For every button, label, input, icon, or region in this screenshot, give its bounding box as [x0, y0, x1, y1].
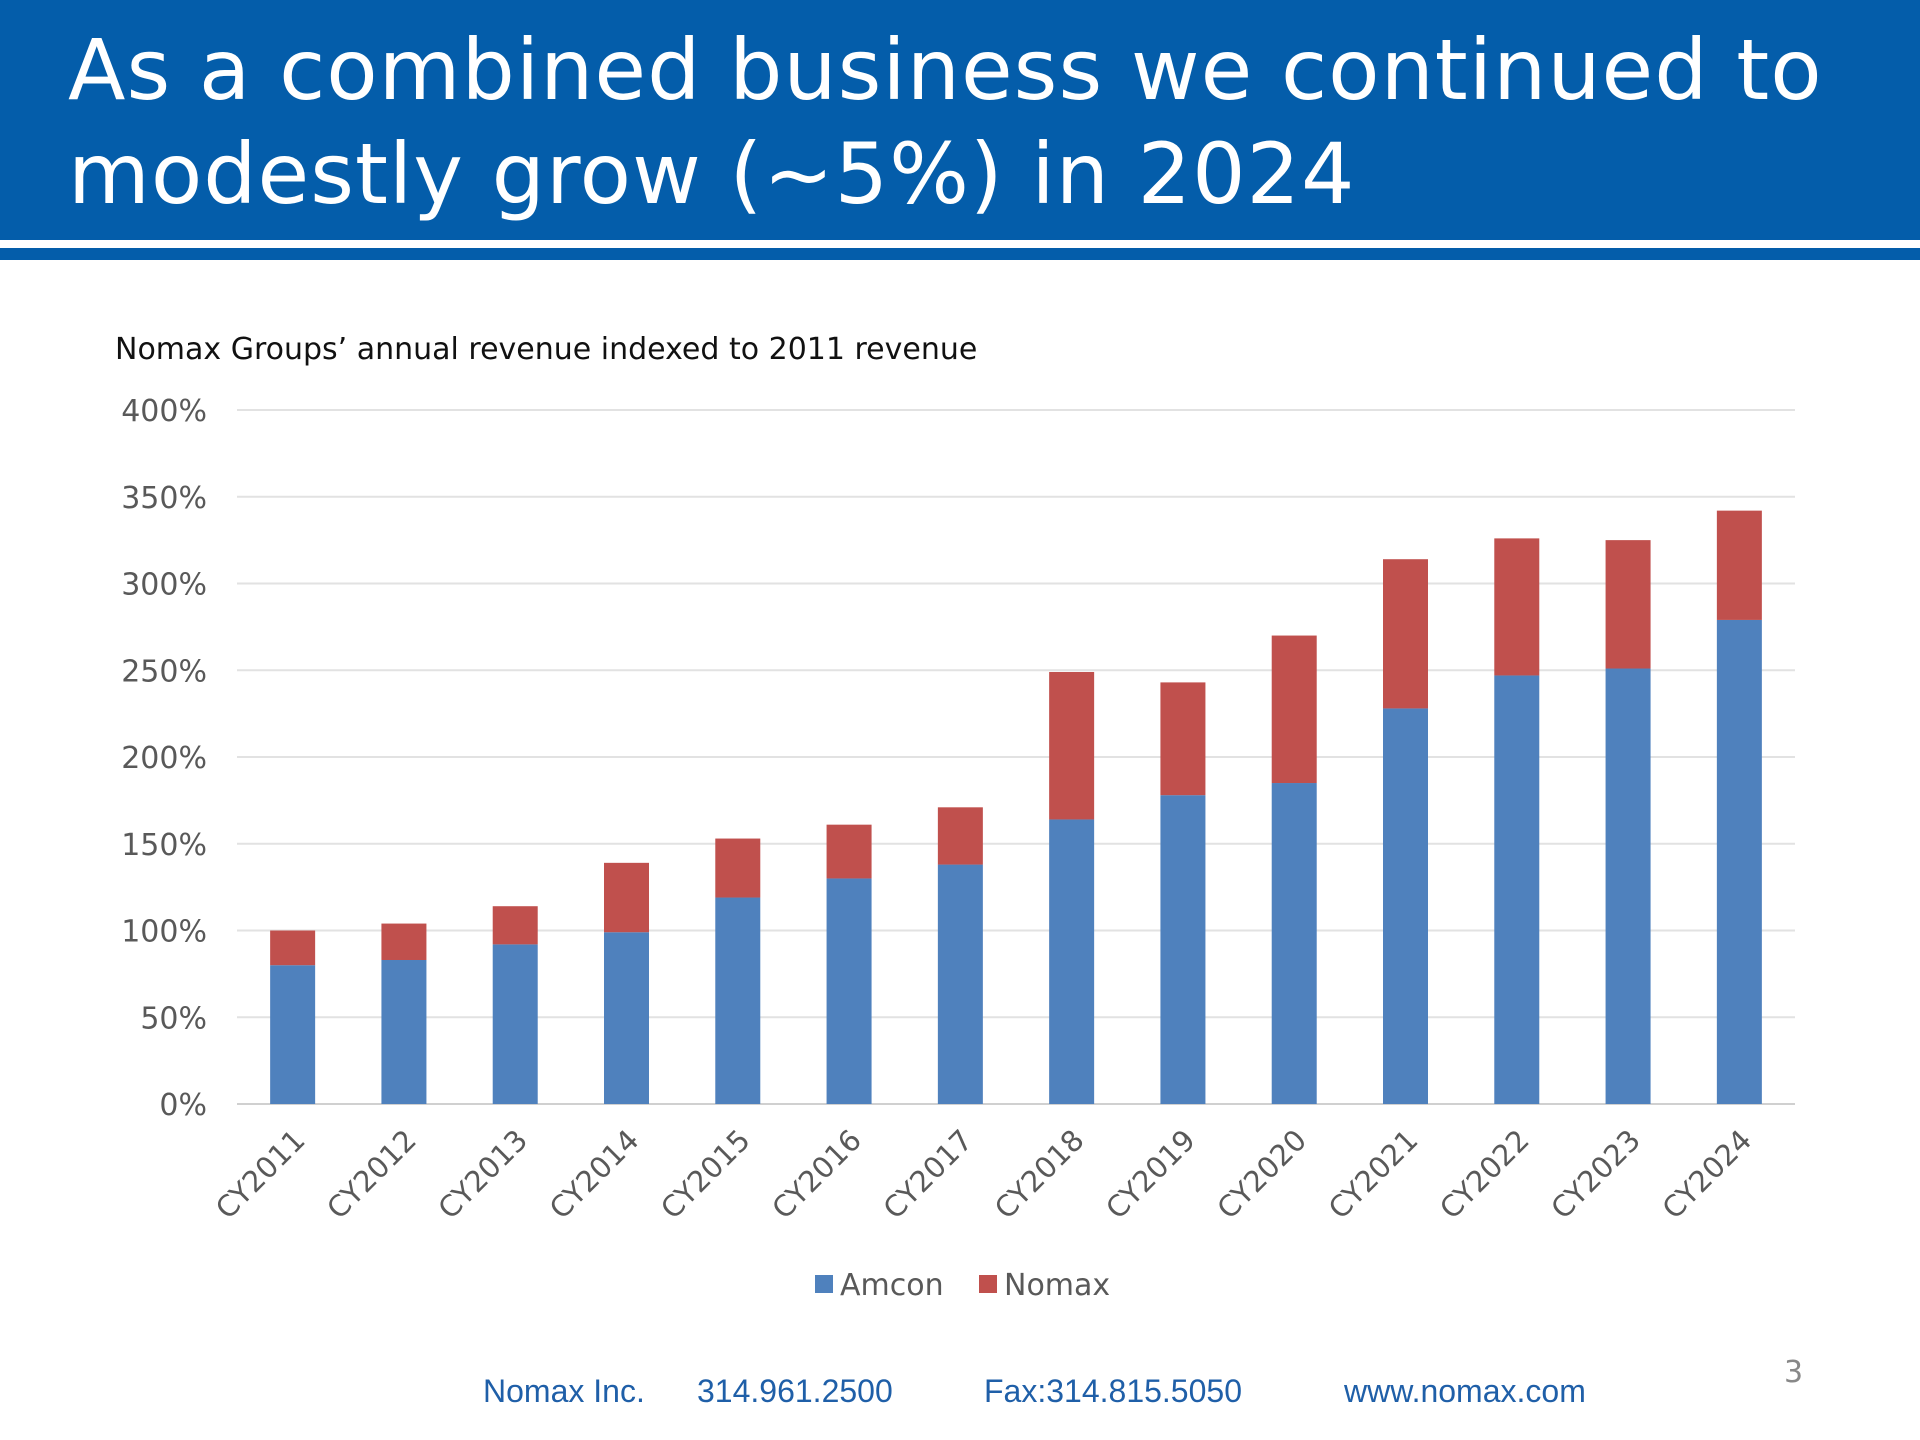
y-tick-label: 200%	[121, 741, 207, 776]
y-tick-label: 100%	[121, 915, 207, 950]
bar-amcon-cy2013	[492, 944, 538, 1104]
chart-title: Nomax Groups’ annual revenue indexed to …	[115, 332, 978, 367]
x-tick-label: CY2024	[1656, 1123, 1759, 1226]
footer-phone: 314.961.2500	[697, 1373, 893, 1409]
legend-label-amcon: Amcon	[840, 1268, 944, 1303]
y-tick-label: 400%	[121, 394, 207, 429]
slide-title: As a combined business we continued to m…	[68, 21, 1823, 223]
bar-amcon-cy2015	[715, 897, 761, 1104]
bar-nomax-cy2024	[1716, 510, 1762, 620]
x-tick-label: CY2012	[320, 1123, 423, 1226]
footer-fax: Fax:314.815.5050	[984, 1373, 1242, 1409]
bar-amcon-cy2020	[1271, 783, 1317, 1104]
y-tick-label: 350%	[121, 481, 207, 516]
y-tick-label: 300%	[121, 568, 207, 603]
bar-amcon-cy2022	[1494, 675, 1540, 1104]
legend-swatch-amcon	[815, 1275, 833, 1293]
bar-nomax-cy2013	[492, 906, 538, 945]
bar-nomax-cy2020	[1271, 635, 1317, 784]
bar-nomax-cy2022	[1494, 538, 1540, 676]
bar-nomax-cy2015	[715, 838, 761, 898]
x-tick-label: CY2022	[1433, 1123, 1536, 1226]
bar-nomax-cy2014	[604, 862, 649, 933]
header-divider-line	[0, 248, 1920, 260]
bar-amcon-cy2024	[1716, 619, 1762, 1104]
bar-amcon-cy2019	[1160, 795, 1206, 1104]
bar-amcon-cy2018	[1049, 819, 1095, 1104]
bar-nomax-cy2018	[1049, 671, 1095, 820]
y-tick-label: 150%	[121, 828, 207, 863]
bar-amcon-cy2017	[937, 864, 983, 1104]
x-tick-label: CY2020	[1210, 1123, 1313, 1226]
x-tick-label: CY2014	[543, 1123, 646, 1226]
x-tick-label: CY2011	[209, 1123, 312, 1226]
y-tick-label: 250%	[121, 654, 207, 689]
title-banner: As a combined business we continued to m…	[0, 0, 1920, 240]
page-number: 3	[1784, 1355, 1804, 1390]
bar-amcon-cy2011	[270, 965, 316, 1104]
bar-nomax-cy2016	[826, 824, 872, 879]
x-tick-label: CY2015	[654, 1123, 757, 1226]
bar-nomax-cy2023	[1605, 540, 1651, 669]
bar-amcon-cy2021	[1383, 708, 1428, 1104]
x-tick-label: CY2018	[988, 1123, 1091, 1226]
bar-nomax-cy2012	[381, 923, 427, 960]
legend-swatch-nomax	[979, 1275, 997, 1293]
bar-nomax-cy2019	[1160, 682, 1206, 796]
bar-amcon-cy2016	[826, 878, 872, 1104]
x-tick-label: CY2017	[877, 1123, 980, 1226]
x-tick-label: CY2023	[1544, 1123, 1647, 1226]
y-tick-label: 50%	[140, 1001, 207, 1036]
bar-amcon-cy2014	[604, 932, 649, 1104]
x-tick-label: CY2013	[431, 1123, 534, 1226]
x-tick-label: CY2019	[1099, 1123, 1202, 1226]
x-tick-label: CY2021	[1322, 1123, 1425, 1226]
x-tick-label: CY2016	[765, 1123, 868, 1226]
bar-amcon-cy2023	[1605, 668, 1651, 1104]
footer-company: Nomax Inc.	[483, 1373, 645, 1409]
stacked-bar-chart: 0%50%100%150%200%250%300%350%400%CY2011 C…	[121, 394, 1795, 1303]
bar-amcon-cy2012	[381, 959, 427, 1104]
legend-label-nomax: Nomax	[1004, 1268, 1110, 1303]
header-divider-gap	[0, 240, 1920, 248]
footer-website: www.nomax.com	[1344, 1373, 1586, 1409]
bar-nomax-cy2011	[270, 930, 316, 966]
bar-nomax-cy2021	[1383, 559, 1428, 709]
y-tick-label: 0%	[159, 1088, 207, 1123]
bar-nomax-cy2017	[937, 807, 983, 865]
